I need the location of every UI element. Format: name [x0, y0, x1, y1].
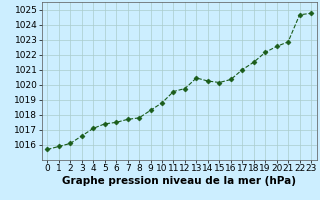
- X-axis label: Graphe pression niveau de la mer (hPa): Graphe pression niveau de la mer (hPa): [62, 176, 296, 186]
